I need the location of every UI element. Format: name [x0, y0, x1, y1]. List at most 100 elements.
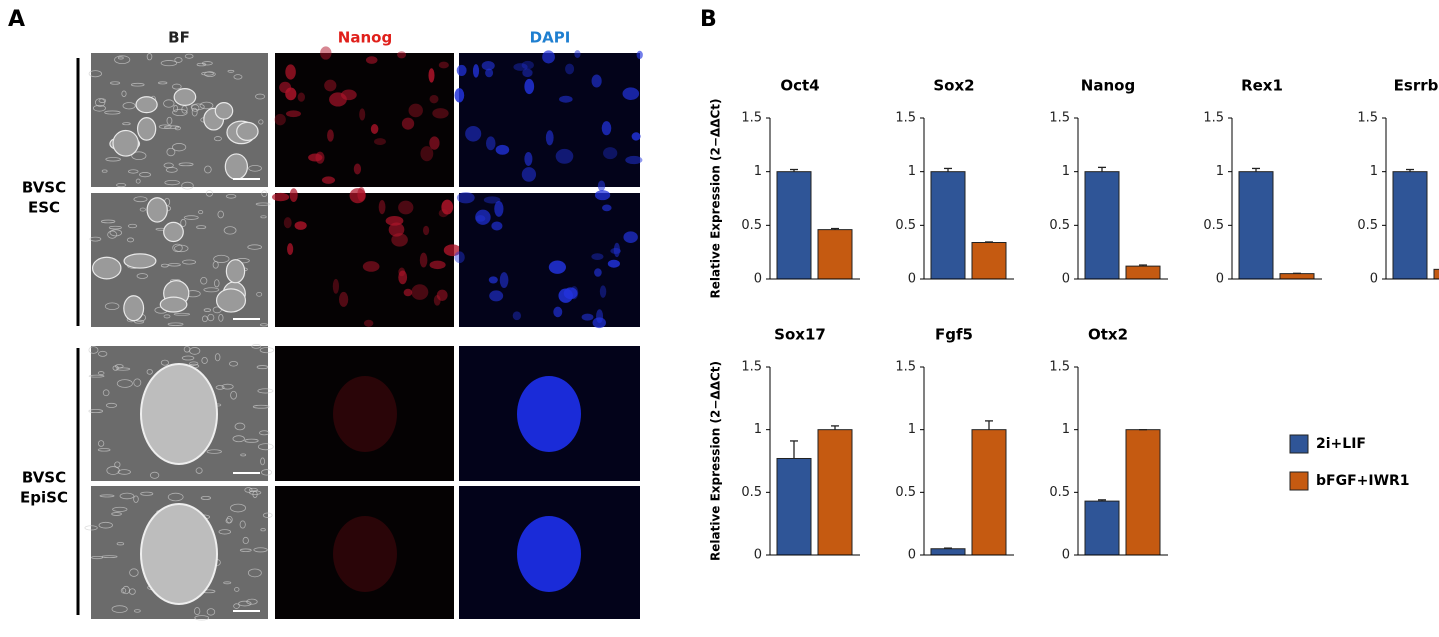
nucleus — [366, 56, 378, 64]
chart-title: Oct4 — [780, 77, 819, 95]
y-tick-label: 1 — [908, 422, 916, 437]
nucleus — [491, 221, 502, 230]
y-tick-label: 0 — [908, 548, 916, 563]
nucleus — [473, 64, 479, 77]
nucleus — [582, 314, 594, 321]
colony — [141, 364, 217, 464]
y-tick-label: 1 — [908, 164, 916, 179]
bar — [1126, 266, 1160, 279]
colony — [517, 376, 581, 452]
y-tick-label: 0.5 — [1049, 485, 1070, 500]
nucleus — [324, 80, 336, 92]
y-tick-label: 1.5 — [1203, 111, 1224, 126]
y-tick-label: 0.5 — [895, 485, 916, 500]
nucleus — [596, 309, 603, 323]
nucleus — [602, 121, 612, 135]
colony — [164, 222, 184, 241]
nucleus — [285, 64, 296, 79]
nucleus — [308, 154, 322, 162]
nucleus — [339, 292, 348, 307]
nucleus — [284, 217, 292, 228]
colony — [226, 260, 244, 283]
nucleus — [486, 136, 496, 150]
colony — [138, 118, 156, 141]
column-header: Nanog — [338, 29, 392, 47]
nucleus — [574, 50, 580, 58]
legend-swatch — [1290, 435, 1308, 453]
colony — [237, 122, 258, 140]
bar — [1434, 269, 1439, 279]
chart-title: Rex1 — [1241, 77, 1283, 95]
y-tick-label: 1 — [1216, 164, 1224, 179]
colony — [217, 289, 246, 312]
chart-title: Otx2 — [1088, 326, 1128, 344]
bar — [972, 243, 1006, 279]
nucleus — [524, 152, 532, 166]
nucleus — [322, 176, 335, 183]
nucleus — [594, 268, 602, 277]
nucleus — [565, 64, 574, 75]
colony — [124, 296, 144, 321]
chart-title: Nanog — [1081, 77, 1135, 95]
chart-title: Fgf5 — [935, 326, 973, 344]
y-tick-label: 0 — [1216, 272, 1224, 287]
y-tick-label: 1 — [1062, 422, 1070, 437]
nucleus — [374, 138, 386, 145]
bar — [972, 430, 1006, 555]
chart-title: Esrrb — [1394, 77, 1439, 95]
nucleus — [275, 114, 286, 125]
y-tick-label: 1 — [754, 164, 762, 179]
nucleus — [341, 90, 357, 101]
bar — [931, 549, 965, 555]
nucleus — [591, 253, 603, 260]
y-tick-label: 1.5 — [1049, 360, 1070, 375]
nucleus — [371, 124, 378, 134]
nucleus — [475, 210, 490, 225]
nucleus — [623, 87, 640, 100]
y-tick-label: 0.5 — [1203, 218, 1224, 233]
bar — [1085, 172, 1119, 279]
nucleus — [429, 136, 439, 149]
y-tick-label: 0.5 — [895, 218, 916, 233]
colony — [225, 154, 247, 179]
nucleus — [320, 46, 331, 59]
bar — [777, 172, 811, 279]
nucleus — [513, 63, 527, 71]
column-header: DAPI — [530, 29, 571, 47]
bar — [931, 172, 965, 279]
error-bar — [1098, 167, 1106, 171]
nucleus — [546, 130, 554, 145]
y-tick-label: 0.5 — [741, 485, 762, 500]
nucleus — [295, 221, 307, 230]
nucleus — [272, 193, 289, 201]
nucleus — [327, 129, 334, 141]
nucleus — [610, 248, 621, 254]
y-tick-label: 0.5 — [741, 218, 762, 233]
nucleus — [592, 74, 602, 87]
nucleus — [357, 187, 365, 201]
bar — [1393, 172, 1427, 279]
nucleus — [402, 118, 414, 130]
nucleus — [389, 223, 405, 237]
nucleus — [465, 126, 481, 142]
colony — [136, 97, 157, 113]
colony — [517, 516, 581, 592]
micrograph — [275, 53, 454, 187]
nucleus — [454, 251, 464, 263]
nucleus — [298, 92, 305, 101]
y-axis-label: Relative Expression (2−ΔΔCt) — [709, 98, 723, 298]
nucleus — [290, 188, 298, 202]
nucleus — [625, 156, 642, 164]
nucleus — [553, 307, 562, 318]
nucleus — [354, 164, 361, 175]
nucleus — [522, 167, 536, 182]
nucleus — [457, 65, 467, 76]
error-bar — [985, 242, 993, 243]
colony — [113, 131, 138, 157]
y-tick-label: 0.5 — [1357, 218, 1378, 233]
nucleus — [423, 226, 429, 235]
panel-label: A — [8, 7, 25, 32]
nucleus — [494, 201, 503, 217]
nucleus — [549, 260, 566, 273]
